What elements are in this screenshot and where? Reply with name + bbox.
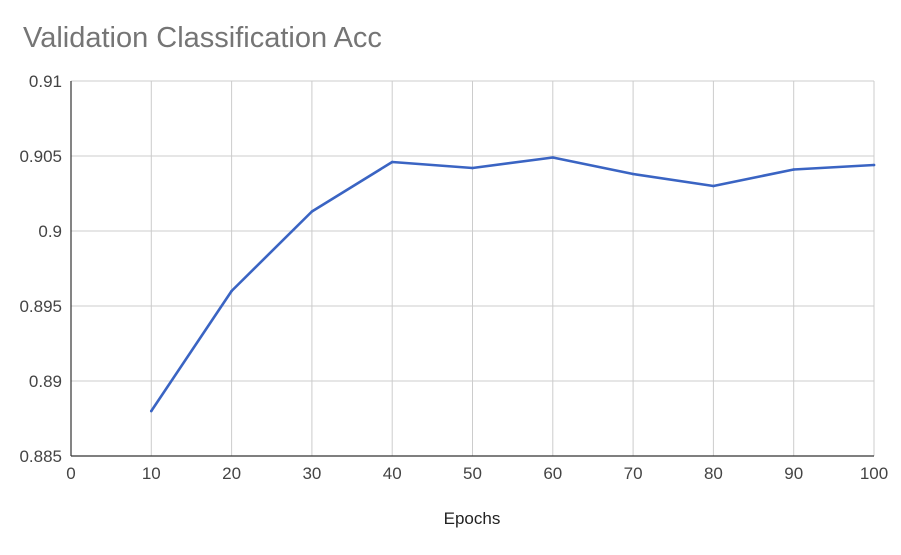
- grid: [71, 80, 875, 456]
- data-point: [631, 172, 635, 176]
- series: [150, 156, 876, 413]
- x-tick-label: 0: [66, 464, 75, 483]
- x-tick-label: 70: [624, 464, 643, 483]
- data-point: [471, 166, 474, 170]
- y-tick-label: 0.89: [29, 372, 62, 391]
- x-tick-label: 90: [784, 464, 803, 483]
- x-tick-label: 10: [142, 464, 161, 483]
- data-point: [390, 160, 394, 164]
- data-point: [712, 184, 715, 188]
- x-tick-label: 80: [704, 464, 723, 483]
- y-tick-label: 0.885: [19, 447, 62, 466]
- chart-title: Validation Classification Acc: [23, 22, 382, 54]
- data-point: [230, 289, 233, 293]
- data-point: [551, 156, 555, 159]
- data-point: [792, 168, 795, 171]
- x-axis-title: Epochs: [444, 509, 501, 528]
- y-tick-label: 0.9: [38, 222, 62, 241]
- x-tick-label: 50: [463, 464, 482, 483]
- data-point: [150, 409, 153, 413]
- y-tick-label: 0.895: [19, 297, 62, 316]
- series-line: [150, 156, 876, 413]
- x-tick-label: 30: [302, 464, 321, 483]
- data-point: [310, 210, 314, 213]
- axes: [70, 81, 874, 457]
- x-tick-label: 60: [543, 464, 562, 483]
- tick-labels: 0 10 20 30 40 50 60 70 80 90 1000.8850.890.8950.90…: [19, 72, 888, 483]
- y-tick-label: 0.91: [29, 72, 62, 91]
- x-tick-label: 20: [222, 464, 241, 483]
- x-tick-label: 40: [383, 464, 402, 483]
- y-tick-label: 0.905: [19, 147, 62, 166]
- x-tick-label: 100: [860, 464, 888, 483]
- data-point: [872, 163, 876, 167]
